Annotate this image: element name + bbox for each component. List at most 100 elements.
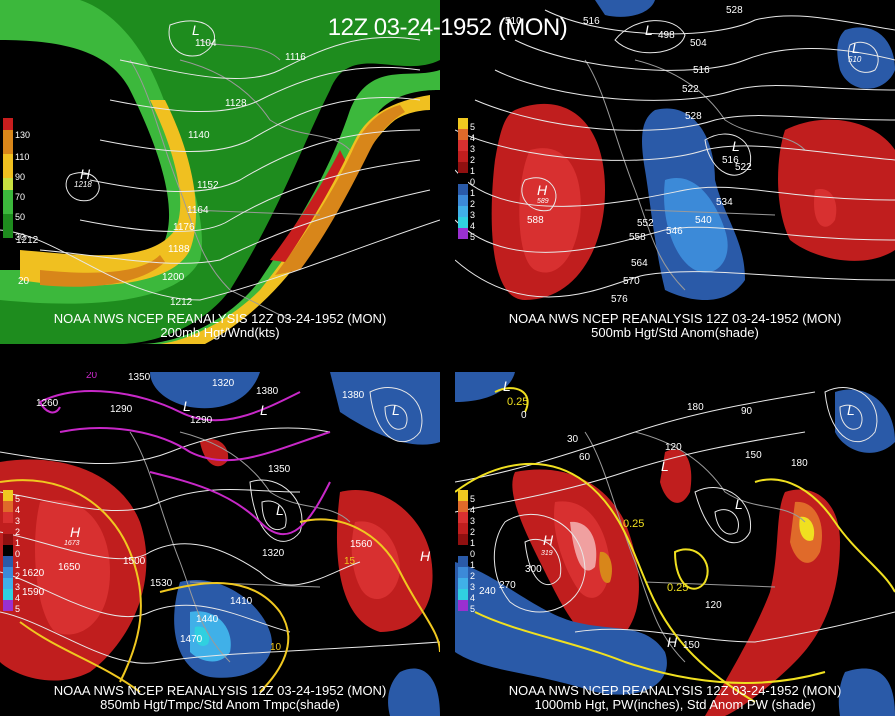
legend-label: 3 <box>470 210 476 220</box>
legend-label: 110 <box>15 152 30 162</box>
contour-label: 20 <box>86 372 98 381</box>
legend-label: 4 <box>15 593 21 603</box>
low-center-label: L <box>260 402 268 418</box>
contour-label: 270 <box>499 580 516 591</box>
contour-label: 528 <box>726 5 743 16</box>
contour-label: 0.25 <box>507 396 529 408</box>
legend-label: 2 <box>15 571 21 581</box>
legend-swatch <box>458 556 468 567</box>
caption-source: NOAA NWS NCEP REANALYSIS 12Z 03-24-1952 … <box>53 683 387 698</box>
legend-label: 1 <box>470 166 476 176</box>
legend-swatch <box>3 556 13 567</box>
legend-swatch <box>458 195 468 206</box>
legend-label: 50 <box>15 212 26 222</box>
legend-swatch <box>3 534 13 545</box>
legend-label: 4 <box>15 505 21 515</box>
contour-label: 1440 <box>196 614 219 625</box>
contour-label: 1590 <box>22 587 45 598</box>
contour-label: 120 <box>705 600 722 611</box>
contour-label: 522 <box>735 162 752 173</box>
legend-swatch <box>3 545 13 556</box>
legend-swatch <box>3 202 13 214</box>
low-center-label: L <box>276 502 284 518</box>
legend-swatch <box>458 140 468 151</box>
legend-label: 3 <box>15 582 21 592</box>
contour-label: 504 <box>690 38 707 49</box>
contour-label: 1212 <box>16 235 39 246</box>
contour-label: 120 <box>665 442 682 453</box>
low-center-label: L <box>735 496 743 512</box>
legend-swatch <box>3 589 13 600</box>
contour-label: 1128 <box>225 98 247 109</box>
legend-swatch <box>458 206 468 217</box>
contour-label: 540 <box>695 215 712 226</box>
low-center-label: L <box>847 402 855 418</box>
legend-label: 3 <box>470 582 476 592</box>
legend-label: 130 <box>15 130 31 140</box>
legend-label: 5 <box>15 604 21 614</box>
legend-label: 2 <box>470 527 476 537</box>
legend-swatch <box>458 228 468 239</box>
legend-label: 1 <box>470 538 476 548</box>
low-center-label: L <box>732 138 740 154</box>
high-center-label: H <box>543 532 554 548</box>
contour-label: 180 <box>791 458 808 469</box>
contour-label: 0.25 <box>623 518 645 530</box>
contour-label: 1104 <box>195 38 217 49</box>
panel-caption: NOAA NWS NCEP REANALYSIS 12Z 03-24-1952 … <box>455 312 895 340</box>
legend-label: 4 <box>470 221 476 231</box>
contour-label: 546 <box>666 226 683 237</box>
legend-swatch <box>458 578 468 589</box>
high-center-label: H <box>537 182 548 198</box>
legend-label: 5 <box>470 122 476 132</box>
legend-swatch <box>458 501 468 512</box>
contour-label: 564 <box>631 258 648 269</box>
contour-label: 1212 <box>170 297 193 308</box>
legend-label: 90 <box>15 172 26 182</box>
contour-label: 1218 <box>74 180 92 189</box>
legend-850mb: 5 4 3 2 1 0 1 2 3 4 5 <box>3 490 29 614</box>
contour-label: 150 <box>683 640 700 651</box>
contour-label: 1200 <box>162 272 185 283</box>
contour-label: 1116 <box>285 52 306 63</box>
legend-swatch <box>3 130 13 142</box>
caption-source: NOAA NWS NCEP REANALYSIS 12Z 03-24-1952 … <box>53 311 387 326</box>
contour-label: 1290 <box>190 415 213 426</box>
legend-label: 1 <box>15 560 21 570</box>
legend-label: 2 <box>470 155 476 165</box>
contour-label: 0 <box>521 410 527 421</box>
contour-label: 1152 <box>197 180 219 191</box>
contour-label: 10 <box>270 642 282 653</box>
legend-swatch <box>458 217 468 228</box>
contour-label: 1560 <box>350 539 373 550</box>
legend-swatch <box>458 173 468 184</box>
legend-label: 5 <box>470 232 476 242</box>
contour-label: 589 <box>537 198 549 205</box>
caption-source: NOAA NWS NCEP REANALYSIS 12Z 03-24-1952 … <box>508 683 842 698</box>
contour-label: 1350 <box>268 464 291 475</box>
caption-field: 1000mb Hgt, PW(inches), Std Anom PW (sha… <box>534 697 816 712</box>
map-500mb <box>455 0 895 300</box>
legend-label: 1 <box>470 560 476 570</box>
legend-swatch <box>3 214 13 226</box>
legend-500mb: 5 4 3 2 1 0 1 2 3 4 5 <box>458 118 484 242</box>
contour-label: 558 <box>629 232 646 243</box>
low-center-label: L <box>645 22 653 38</box>
caption-field: 200mb Hgt/Wnd(kts) <box>160 325 280 340</box>
legend-label: 1 <box>15 538 21 548</box>
map-850mb <box>0 372 440 716</box>
contour-label: 1176 <box>173 222 195 233</box>
contour-label: 1500 <box>123 556 146 567</box>
legend-swatch <box>458 600 468 611</box>
legend-label: 5 <box>470 494 476 504</box>
legend-swatch <box>3 178 13 190</box>
caption-source: NOAA NWS NCEP REANALYSIS 12Z 03-24-1952 … <box>508 311 842 326</box>
legend-swatch <box>3 567 13 578</box>
contour-label: 522 <box>682 84 699 95</box>
legend-swatch <box>458 523 468 534</box>
caption-field: 850mb Hgt/Tmpc/Std Anom Tmpc(shade) <box>100 697 340 712</box>
legend-swatch <box>3 154 13 166</box>
legend-swatch <box>458 490 468 501</box>
legend-swatch <box>3 512 13 523</box>
contour-label: 319 <box>541 550 553 557</box>
